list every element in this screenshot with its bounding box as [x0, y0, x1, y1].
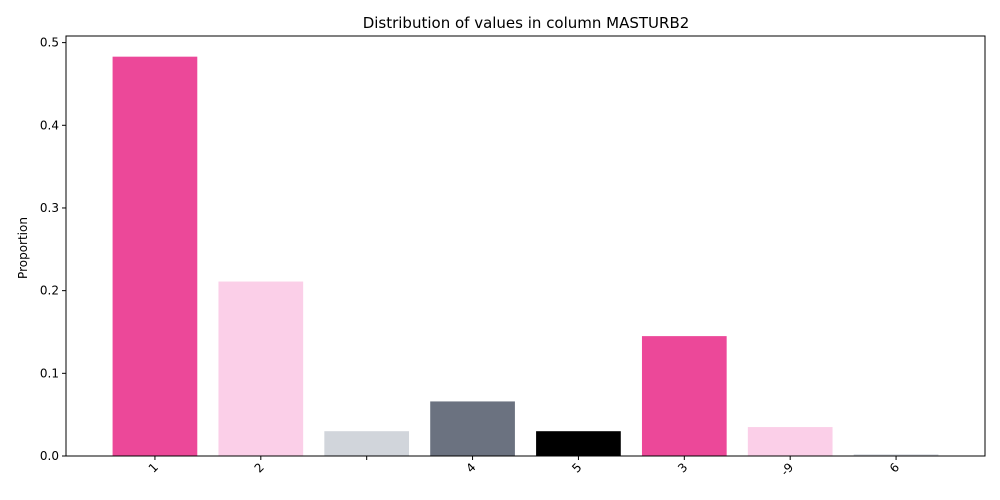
- x-tick-label: 5: [569, 460, 584, 475]
- y-tick-label: 0.4: [40, 118, 59, 132]
- x-tick-label: -9: [778, 460, 796, 478]
- bar-3: [324, 431, 410, 456]
- y-tick-label: 0.3: [40, 201, 59, 215]
- bar-7: [747, 427, 833, 456]
- y-axis-ticks: 0.0 0.1 0.2 0.3 0.4 0.5: [40, 36, 66, 463]
- bar-6: [641, 336, 727, 456]
- x-axis-ticks: 1 2 4 5 3 -9 6: [146, 456, 902, 479]
- bar-4: [430, 401, 515, 456]
- x-tick-label: 2: [252, 460, 267, 475]
- bar-2: [218, 281, 304, 456]
- x-tick-label: 1: [146, 460, 161, 475]
- plot-frame: [65, 35, 986, 457]
- bar-5: [536, 431, 621, 456]
- x-tick-label: 4: [463, 460, 478, 475]
- x-tick-label: 3: [675, 460, 690, 475]
- bar-8: [853, 454, 939, 456]
- y-tick-label: 0.2: [40, 284, 59, 298]
- y-tick-label: 0.1: [40, 366, 59, 380]
- bars-group: [112, 56, 939, 457]
- bar-1: [112, 56, 198, 457]
- x-tick-label: 6: [887, 460, 902, 475]
- y-axis-label: Proportion: [16, 217, 30, 279]
- chart-title: Distribution of values in column MASTURB…: [363, 14, 690, 32]
- y-tick-label: 0.0: [40, 449, 59, 463]
- y-tick-label: 0.5: [40, 36, 59, 50]
